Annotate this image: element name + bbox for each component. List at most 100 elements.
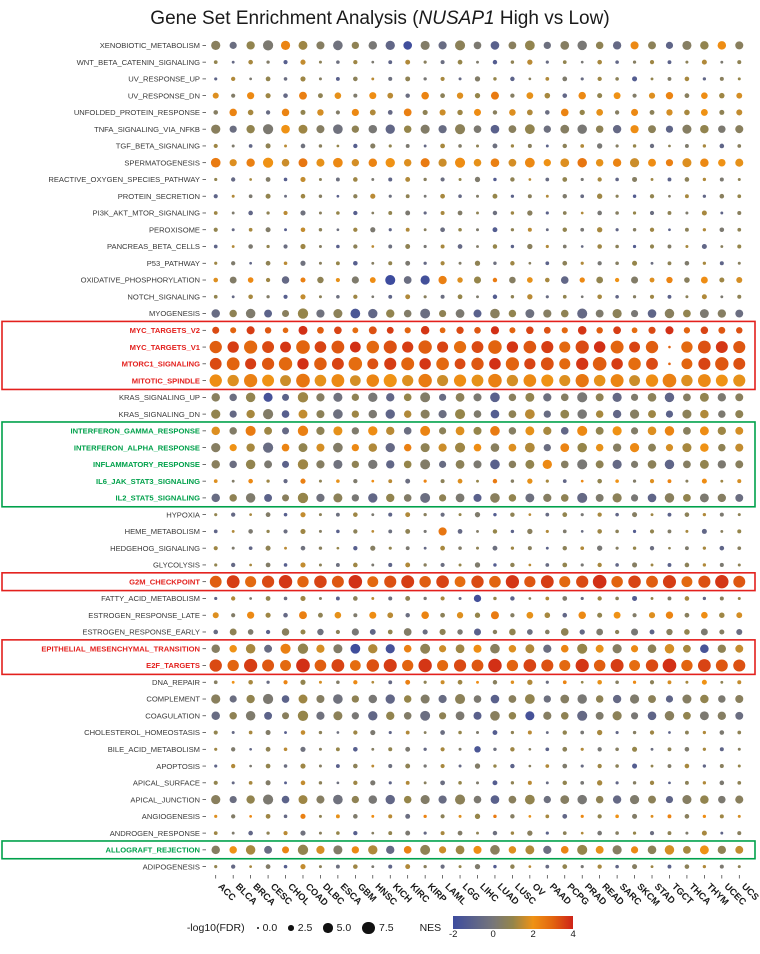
bubble [300,176,306,183]
bubble [543,493,552,502]
bubble [280,40,291,50]
bubble [385,442,395,453]
bubble [388,60,393,65]
bubble [528,563,532,567]
bubble [213,546,218,551]
bubble [351,460,359,469]
bubble [297,392,309,403]
bubble [665,611,674,619]
bubble [545,864,550,869]
bubble [668,144,671,148]
bubble [439,460,447,468]
bubble [368,443,378,452]
bubble [249,597,252,600]
bubble [348,357,363,371]
bubble [615,563,619,567]
bubble [388,747,393,752]
bubble [249,513,252,517]
bubble [229,494,237,502]
bubble [649,210,655,216]
bubble [471,575,484,588]
bubble [580,245,584,248]
bubble [562,294,567,299]
bubble [506,341,519,353]
bubble [440,780,445,786]
bubble [595,426,604,435]
bubble [697,340,711,354]
bubble [368,41,378,50]
bubble [525,644,535,654]
bubble [577,325,587,335]
bubble [719,730,725,735]
bubble [597,76,602,82]
bubble [737,814,741,818]
bubble [457,59,463,65]
bubble [249,563,252,567]
size-legend-item: 2.5 [288,922,312,934]
bubble [737,244,742,249]
bubble [492,629,498,635]
bubble [735,410,744,419]
bubble [545,295,549,299]
bubble [420,844,431,855]
bubble [473,594,482,603]
bubble [405,194,410,199]
bubble [211,426,220,436]
bubble [737,479,742,484]
bubble [248,679,253,685]
bubble [720,680,724,684]
bubble [300,830,306,836]
bubble [473,309,482,318]
size-legend-value: 7.5 [378,921,394,934]
bubble [405,763,411,769]
bubble [262,693,274,705]
bubble [545,244,549,249]
bubble [685,680,689,684]
bubble [562,596,568,601]
bubble [473,410,482,418]
bubble [632,228,637,232]
bubble [404,327,411,334]
bubble [719,177,724,182]
bubble [615,261,619,266]
bubble [597,830,602,836]
bubble [719,76,724,81]
bubble [371,680,375,684]
bubble [737,294,742,299]
bubble [560,795,570,804]
bubble [403,276,412,284]
bubble [370,780,376,786]
bubble [248,194,253,199]
bubble [388,562,393,567]
bubble [333,644,343,654]
bubble [701,830,707,836]
bubble [580,194,585,199]
bubble [227,659,239,672]
bubble [439,846,447,854]
bubble [737,780,742,785]
bubble [649,143,655,149]
bubble [650,513,654,517]
bubble [244,373,258,388]
bubble [245,358,257,370]
bubble [523,374,537,387]
bubble [284,194,287,198]
bubble [423,814,427,818]
y-axis-label: ALLOGRAFT_REJECTION [105,846,200,855]
bubble [213,227,218,232]
bubble [541,341,554,354]
bubble [458,546,462,550]
bubble [388,261,393,266]
bubble [632,512,638,518]
bubble [508,494,517,502]
bubble [560,108,569,117]
bubble [720,295,724,299]
bubble [266,479,270,483]
bubble [229,41,237,49]
bubble [682,795,692,805]
bubble [405,260,411,266]
bubble [702,730,707,735]
bubble [262,374,275,387]
bubble [684,177,690,182]
bubble [386,845,395,855]
